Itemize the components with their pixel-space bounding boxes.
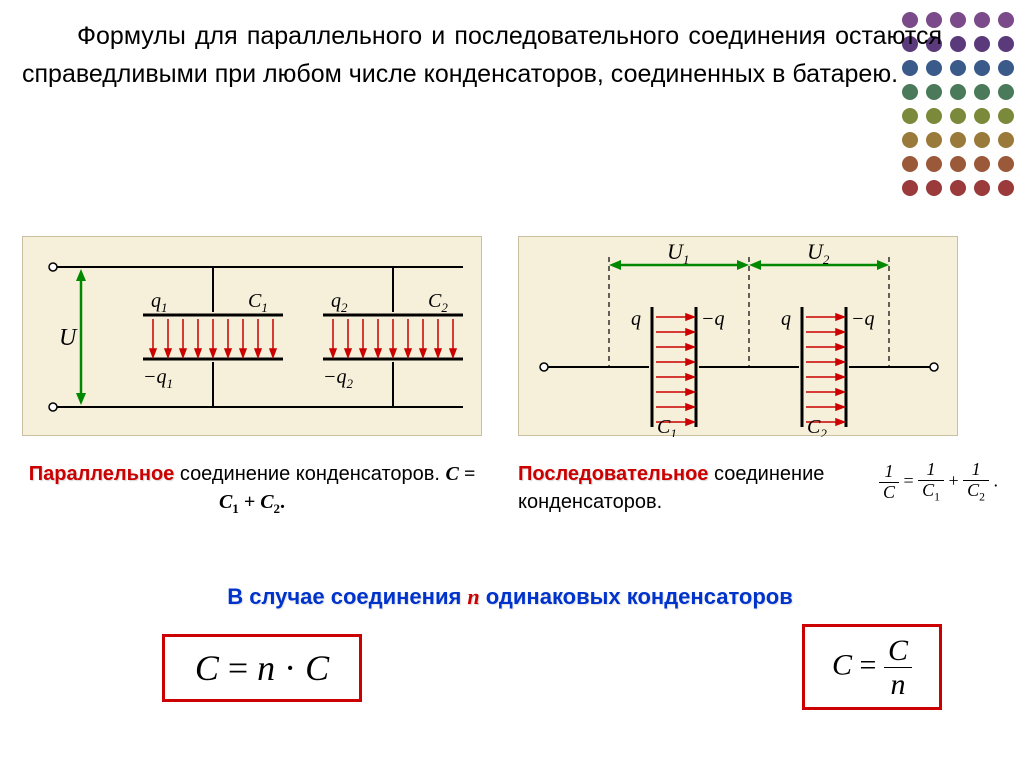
svg-text:q: q	[781, 308, 791, 330]
svg-text:q1: q1	[151, 290, 168, 315]
decor-dot	[950, 156, 966, 172]
series-caption: Последовательное соединение конденсаторо…	[518, 460, 998, 518]
series-diagram: U1 U2 q −q C1	[518, 236, 958, 436]
formula-series-n: C = Cn	[802, 624, 942, 710]
decor-dot	[926, 132, 942, 148]
decor-dot	[902, 108, 918, 124]
decor-dot	[950, 12, 966, 28]
decor-dot	[902, 132, 918, 148]
svg-text:−q2: −q2	[323, 366, 354, 391]
svg-text:U: U	[59, 325, 78, 351]
svg-text:−q: −q	[851, 308, 875, 330]
decor-dot	[974, 36, 990, 52]
decor-dot	[998, 84, 1014, 100]
decor-dot	[998, 132, 1014, 148]
decor-dot	[926, 156, 942, 172]
decor-dot	[998, 12, 1014, 28]
decor-dot	[998, 60, 1014, 76]
svg-text:C2: C2	[428, 290, 448, 315]
decor-dot	[950, 60, 966, 76]
parallel-highlight: Параллельное	[29, 463, 175, 485]
decor-dot	[998, 36, 1014, 52]
svg-text:U2: U2	[807, 239, 830, 267]
decor-dot	[974, 12, 990, 28]
svg-text:−q: −q	[701, 308, 725, 330]
svg-text:U1: U1	[667, 239, 689, 267]
decor-dot	[902, 180, 918, 196]
intro-text: Формулы для параллельного и последовател…	[22, 22, 942, 88]
decor-dot	[950, 108, 966, 124]
svg-text:q2: q2	[331, 290, 348, 315]
formula-parallel-n: C = n · C	[162, 634, 362, 702]
decor-dot	[974, 132, 990, 148]
decor-dot	[950, 180, 966, 196]
decor-dot	[950, 84, 966, 100]
decor-dot	[998, 180, 1014, 196]
decor-dot	[950, 132, 966, 148]
decor-dot	[926, 108, 942, 124]
decor-dot	[998, 156, 1014, 172]
series-highlight: Последовательное	[518, 463, 708, 485]
svg-text:C1: C1	[657, 416, 677, 437]
decor-dot	[974, 156, 990, 172]
svg-text:C2: C2	[807, 416, 827, 437]
decor-dot	[974, 60, 990, 76]
decor-dot	[974, 84, 990, 100]
diagrams-row: U q1 C1 −q1	[22, 236, 1002, 436]
parallel-diagram: U q1 C1 −q1	[22, 236, 482, 436]
n-capacitors-subtitle: В случае соединения n одинаковых конденс…	[120, 584, 900, 610]
decor-dot	[974, 108, 990, 124]
parallel-rest: соединение конденсаторов.	[174, 463, 445, 485]
intro-paragraph: Формулы для параллельного и последовател…	[22, 18, 942, 93]
svg-text:C1: C1	[248, 290, 268, 315]
captions-row: Параллельное соединение конденсаторов. C…	[22, 460, 1002, 518]
series-formula: 1C = 1C1 + 1C2 .	[865, 460, 998, 504]
decor-dot	[950, 36, 966, 52]
decor-dot	[974, 180, 990, 196]
svg-text:q: q	[631, 308, 641, 330]
decor-dot	[926, 180, 942, 196]
svg-text:−q1: −q1	[143, 366, 173, 391]
decor-dot	[902, 156, 918, 172]
decor-dot	[998, 108, 1014, 124]
parallel-caption: Параллельное соединение конденсаторов. C…	[22, 460, 482, 518]
